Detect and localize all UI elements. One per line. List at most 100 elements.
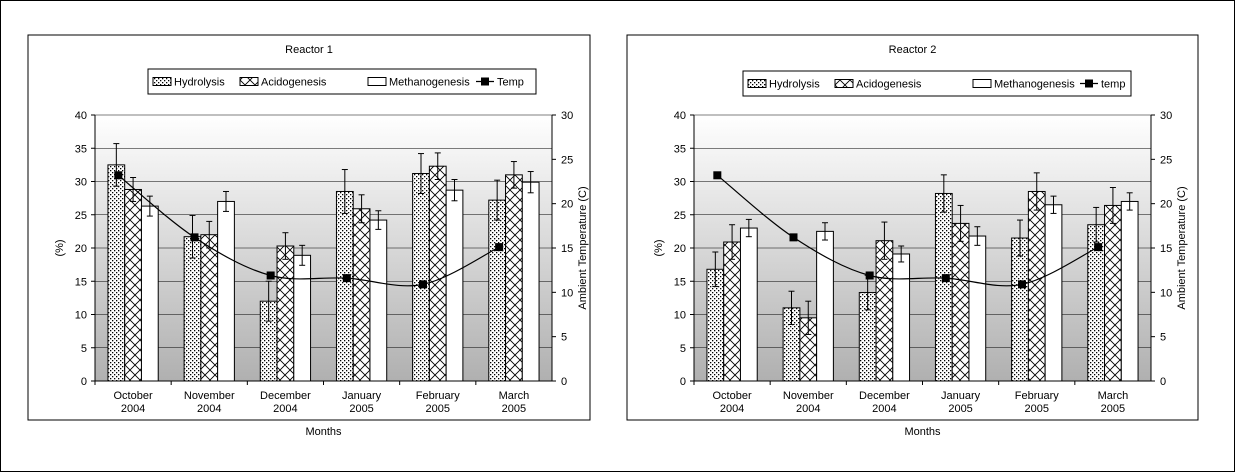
legend-label: Acidogenesis [261, 77, 327, 89]
bar-acidogenesis [875, 240, 894, 382]
temp-marker [789, 233, 798, 242]
legend-swatch-hydrolysis [747, 79, 767, 88]
y2-tick-label: 15 [1160, 243, 1172, 255]
legend-label: Methanogenesis [994, 79, 1075, 91]
x-tick-label-year: 2005 [426, 403, 450, 415]
legend-label: Temp [497, 77, 524, 89]
error-bar [1126, 192, 1133, 211]
error-bar [358, 194, 365, 224]
y-tick-label: 40 [674, 110, 686, 122]
legend-swatch-hydrolysis [152, 77, 172, 86]
x-tick-label: February [1015, 390, 1060, 402]
y2-axis-label: Ambient Temperature (C) [577, 186, 589, 309]
y2-axis-label: Ambient Temperature (C) [1176, 186, 1188, 309]
bar-methanogenesis [739, 227, 758, 382]
temp-line [117, 174, 500, 287]
y2-tick-label: 0 [1160, 376, 1166, 388]
y2-tick-label: 10 [1160, 287, 1172, 299]
y-tick-label: 5 [81, 343, 87, 355]
temp-marker [1094, 243, 1103, 252]
x-tick-label: December [859, 390, 910, 402]
error-bar [146, 195, 153, 217]
temp-marker [941, 274, 950, 283]
legend-marker-temp [481, 77, 489, 86]
error-bar [1093, 206, 1100, 243]
bar-methanogenesis [140, 205, 159, 382]
legend-label: Acidogenesis [856, 79, 922, 91]
error-bar [1016, 219, 1023, 257]
y-tick-label: 35 [674, 143, 686, 155]
bar-hydrolysis [412, 173, 430, 382]
y2-tick-label: 30 [1160, 110, 1172, 122]
bar-hydrolysis [335, 190, 354, 382]
chart-1: 0510152025303540051015202530October2004N… [27, 34, 591, 438]
y-tick-label: 0 [680, 376, 686, 388]
error-bar [822, 222, 829, 241]
x-tick-label-year: 2004 [197, 403, 221, 415]
x-tick-label-year: 2005 [1025, 403, 1049, 415]
legend-label: Hydrolysis [174, 77, 225, 89]
y2-tick-label: 15 [561, 243, 573, 255]
x-axis-label: Months [904, 426, 941, 438]
error-bar [299, 244, 306, 266]
error-bar [223, 190, 230, 212]
bar-methanogenesis [445, 189, 464, 382]
y-tick-label: 25 [75, 210, 87, 222]
y-tick-label: 20 [75, 243, 87, 255]
x-tick-label: December [260, 390, 311, 402]
x-tick-label: November [184, 390, 235, 402]
temp-marker [865, 271, 874, 280]
x-tick-label-year: 2004 [121, 403, 145, 415]
legend-label: Hydrolysis [769, 79, 820, 91]
x-tick-label-year: 2005 [948, 403, 972, 415]
x-tick-label-year: 2005 [502, 403, 526, 415]
bar-acidogenesis [124, 188, 142, 382]
error-bar [417, 153, 424, 194]
y-tick-label: 35 [75, 143, 87, 155]
bar-acidogenesis [428, 165, 447, 382]
chart-title: Reactor 1 [285, 44, 333, 56]
y2-tick-label: 5 [1160, 332, 1166, 344]
y-tick-label: 5 [680, 343, 686, 355]
error-bar [434, 152, 441, 181]
x-tick-label-year: 2004 [273, 403, 297, 415]
y-axis-label: (%) [54, 239, 66, 256]
legend-swatch-methanogenesis [367, 77, 387, 86]
y-tick-label: 30 [674, 177, 686, 189]
x-tick-label: February [416, 390, 461, 402]
bar-methanogenesis [1044, 204, 1063, 382]
error-bar [788, 290, 795, 325]
y-axis-label: (%) [653, 239, 665, 256]
error-bar [898, 245, 905, 263]
x-tick-label-year: 2005 [1101, 403, 1125, 415]
error-bar [510, 161, 517, 189]
legend-box [147, 68, 537, 95]
y-tick-label: 40 [75, 110, 87, 122]
x-axis-label: Months [305, 426, 342, 438]
bar-acidogenesis [505, 174, 523, 382]
error-bar [265, 280, 272, 322]
bar-acidogenesis [1027, 190, 1046, 382]
legend: Hydrolysis Acidogenesis Methanogenesis Temp [147, 68, 537, 95]
temp-marker [114, 171, 123, 180]
y2-tick-label: 25 [1160, 154, 1172, 166]
error-bar [451, 179, 458, 202]
y2-tick-label: 25 [561, 154, 573, 166]
error-bar [1109, 186, 1116, 224]
y-tick-label: 10 [674, 310, 686, 322]
temp-marker [713, 171, 722, 180]
error-bar [745, 218, 752, 238]
bar-hydrolysis [488, 199, 507, 382]
bar-acidogenesis [352, 208, 371, 382]
bar-methanogenesis [369, 219, 388, 382]
x-tick-label-year: 2004 [796, 403, 820, 415]
error-bar [375, 210, 382, 230]
error-bar [1050, 195, 1057, 214]
temp-marker [266, 271, 275, 280]
bar-acidogenesis [951, 222, 970, 382]
y2-tick-label: 0 [561, 376, 567, 388]
bar-hydrolysis [934, 192, 953, 382]
temp-marker [190, 233, 199, 242]
error-bar [1033, 172, 1040, 211]
bar-methanogenesis [1120, 200, 1139, 382]
